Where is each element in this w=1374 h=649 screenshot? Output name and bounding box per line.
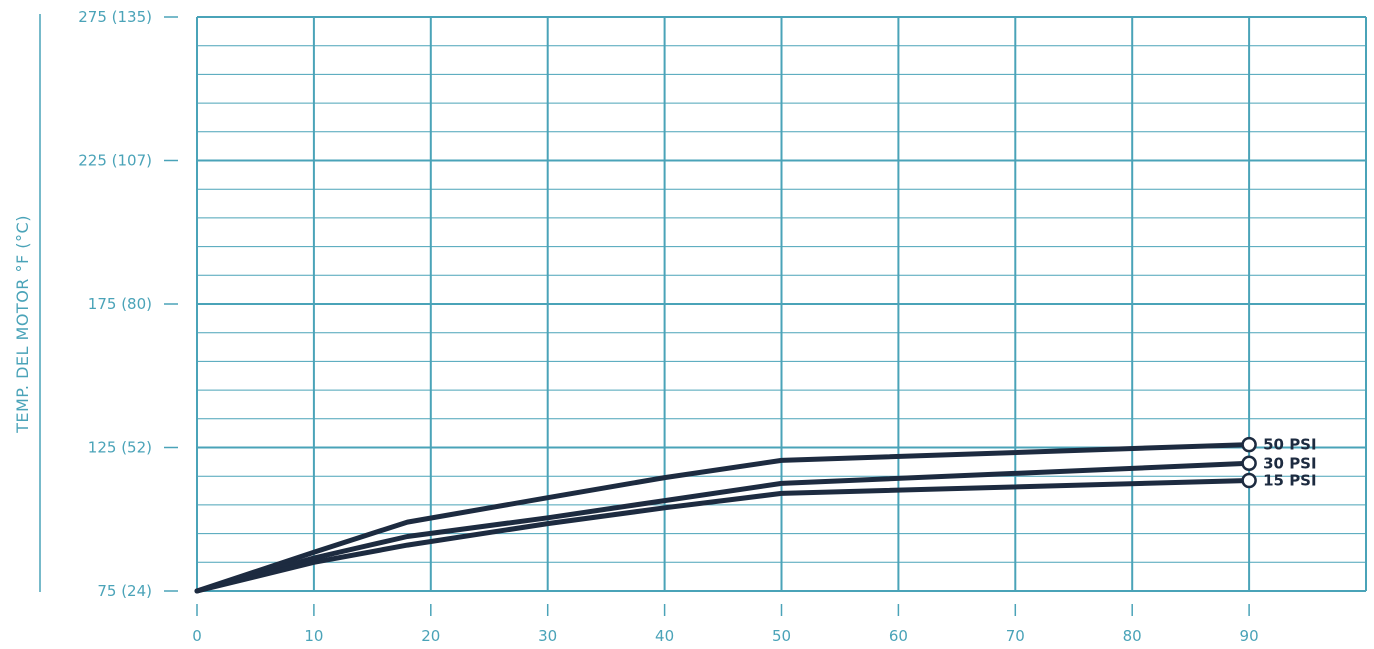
x-tick-label: 70 bbox=[1006, 627, 1025, 645]
x-tick-label: 60 bbox=[889, 627, 908, 645]
series-line bbox=[194, 460, 1252, 594]
x-tick-label: 20 bbox=[421, 627, 440, 645]
y-tick-label: 275 (135) bbox=[78, 8, 152, 26]
x-tick-label: 50 bbox=[772, 627, 791, 645]
x-tick-label: 80 bbox=[1123, 627, 1142, 645]
series-end-marker bbox=[1241, 455, 1257, 472]
series-end-marker bbox=[1241, 472, 1257, 489]
y-axis-title: TEMP. DEL MOTOR °F (°C) bbox=[13, 215, 32, 434]
x-tick-label: 0 bbox=[192, 627, 202, 645]
x-tick-label: 10 bbox=[304, 627, 323, 645]
y-tick-label: 125 (52) bbox=[88, 439, 152, 457]
series-label: 50 PSI bbox=[1263, 436, 1316, 454]
y-tick-label: 75 (24) bbox=[97, 582, 152, 600]
x-tick-label: 40 bbox=[655, 627, 674, 645]
x-tick-label: 90 bbox=[1240, 627, 1259, 645]
x-tick-label: 30 bbox=[538, 627, 557, 645]
series-label: 15 PSI bbox=[1263, 472, 1316, 490]
series-line bbox=[194, 442, 1252, 594]
y-tick-label: 225 (107) bbox=[78, 152, 152, 170]
y-axis-ticks: 75 (24) 125 (52) 175 (80) 225 (107) 275 (135… bbox=[78, 8, 178, 600]
x-axis-ticks: 0 10 20 30 40 50 60 70 80 90 bbox=[192, 604, 1259, 645]
series-end-marker bbox=[1241, 436, 1257, 453]
series-line bbox=[194, 478, 1252, 594]
series-label: 30 PSI bbox=[1263, 454, 1316, 472]
y-tick-label: 175 (80) bbox=[88, 295, 152, 313]
